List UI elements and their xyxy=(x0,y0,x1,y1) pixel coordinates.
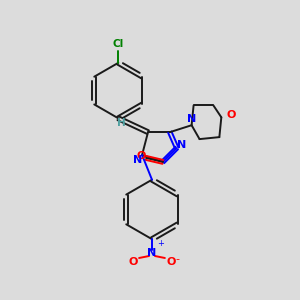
Text: +: + xyxy=(157,239,164,248)
Text: Cl: Cl xyxy=(113,39,124,49)
Text: O: O xyxy=(128,257,138,267)
Text: N: N xyxy=(147,248,157,258)
Text: N: N xyxy=(134,155,143,165)
Text: O: O xyxy=(226,110,236,120)
Text: O: O xyxy=(166,257,176,267)
Text: H: H xyxy=(117,118,126,128)
Text: -: - xyxy=(176,254,180,264)
Text: O: O xyxy=(136,151,146,161)
Text: N: N xyxy=(187,114,196,124)
Text: N: N xyxy=(177,140,186,150)
